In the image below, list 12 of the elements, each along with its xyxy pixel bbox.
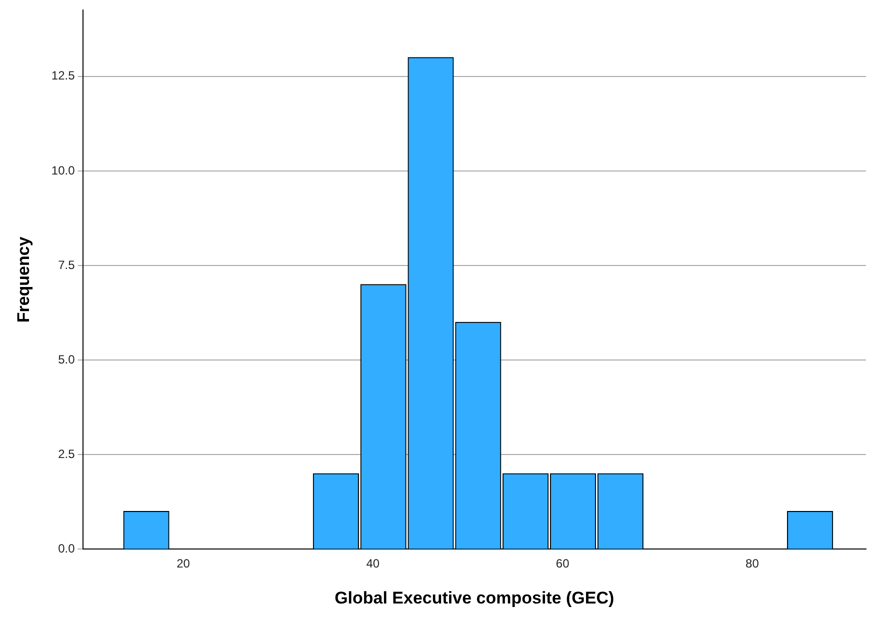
y-tick-label: 7.5 xyxy=(58,258,76,272)
x-tick-label: 40 xyxy=(366,556,380,571)
y-tick-label: 12.5 xyxy=(51,68,76,83)
x-axis-title: Global Executive composite (GEC) xyxy=(334,588,614,608)
x-tick-label: 20 xyxy=(176,556,190,571)
y-tick-label: 5.0 xyxy=(58,352,76,366)
y-axis-title: Frequency xyxy=(14,236,33,323)
x-tick-label: 60 xyxy=(556,556,570,571)
x-tick-label: 80 xyxy=(746,556,760,571)
y-tick-label: 2.5 xyxy=(58,446,76,461)
y-tick-label: 0.0 xyxy=(58,542,76,556)
y-tick-label: 10.0 xyxy=(51,163,76,178)
